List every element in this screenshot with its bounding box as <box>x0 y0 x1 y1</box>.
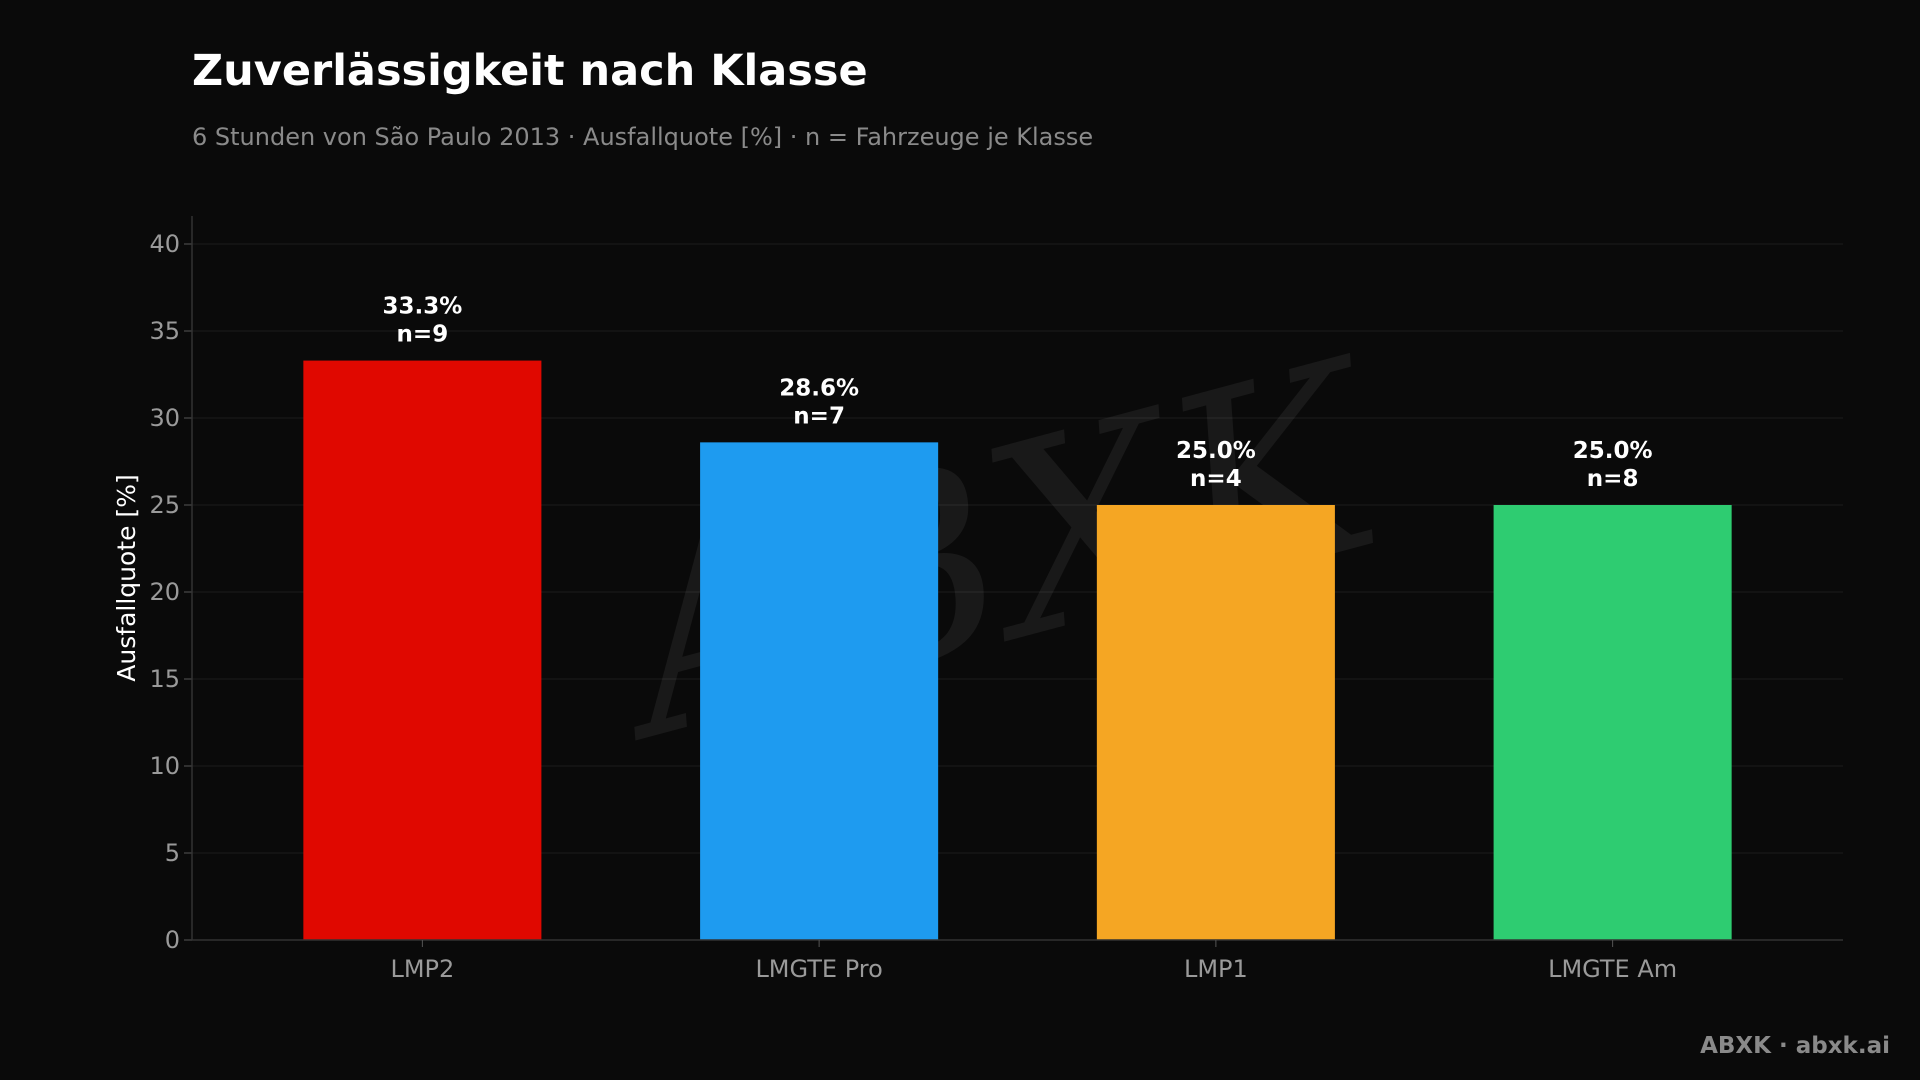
y-tick-label: 10 <box>149 752 180 780</box>
data-labels: 33.3%n=928.6%n=725.0%n=425.0%n=8 <box>382 294 1652 492</box>
data-label-value: 25.0% <box>1573 438 1653 464</box>
y-tick-label: 0 <box>165 926 180 954</box>
y-tick-label: 35 <box>149 317 180 345</box>
y-tick-label: 5 <box>165 839 180 867</box>
bar-lmgte-am <box>1493 505 1732 940</box>
y-tick-label: 40 <box>149 230 180 258</box>
y-tick-label: 25 <box>149 491 180 519</box>
x-tick-label: LMP2 <box>390 955 454 983</box>
chart-title: Zuverlässigkeit nach Klasse <box>192 46 868 96</box>
y-tick-labels: 0 5 10 15 20 25 30 35 40 <box>149 230 180 954</box>
data-label-n: n=4 <box>1190 466 1242 492</box>
x-tick-label: LMP1 <box>1184 955 1248 983</box>
chart-subtitle: 6 Stunden von São Paulo 2013 · Ausfallqu… <box>192 123 1093 151</box>
x-tick-labels: LMP2 LMGTE Pro LMP1 LMGTE Am <box>390 940 1677 983</box>
data-label-value: 33.3% <box>382 294 462 320</box>
bars <box>303 360 1732 941</box>
y-tick-label: 30 <box>149 404 180 432</box>
data-label-value: 28.6% <box>779 375 859 401</box>
bar-lmp2 <box>303 360 542 941</box>
x-tick-label: LMGTE Am <box>1548 955 1677 983</box>
bar-lmp1 <box>1096 505 1335 940</box>
y-axis-label: Ausfallquote [%] <box>112 474 141 681</box>
data-label-value: 25.0% <box>1176 438 1256 464</box>
y-tick-label: 20 <box>149 578 180 606</box>
data-label-n: n=7 <box>793 403 845 429</box>
data-label-n: n=8 <box>1587 466 1639 492</box>
footer-brand: ABXK · abxk.ai <box>1700 1033 1890 1059</box>
data-label-n: n=9 <box>397 322 449 348</box>
y-tick-label: 15 <box>149 665 180 693</box>
bar-lmgte-pro <box>700 442 939 940</box>
axes <box>191 216 1843 941</box>
x-tick-label: LMGTE Pro <box>755 955 882 983</box>
